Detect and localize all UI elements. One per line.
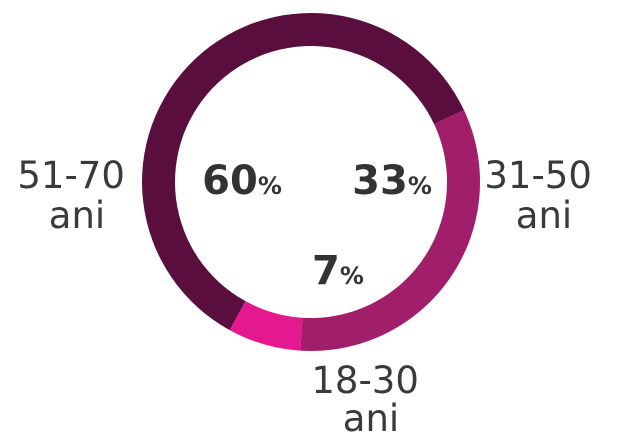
- category-label-51-70: 51-70 ani: [17, 154, 136, 237]
- value-label-31-50: 33%: [352, 158, 432, 204]
- donut-slice-18-30: [229, 301, 303, 351]
- category-label-31-50: 31-50 ani: [484, 154, 603, 237]
- value-label-51-70: 60%: [202, 158, 282, 204]
- donut-slice-31-50: [300, 110, 480, 351]
- value-label-18-30: 7%: [312, 248, 364, 294]
- category-label-18-30: 18-30 ani: [311, 359, 430, 434]
